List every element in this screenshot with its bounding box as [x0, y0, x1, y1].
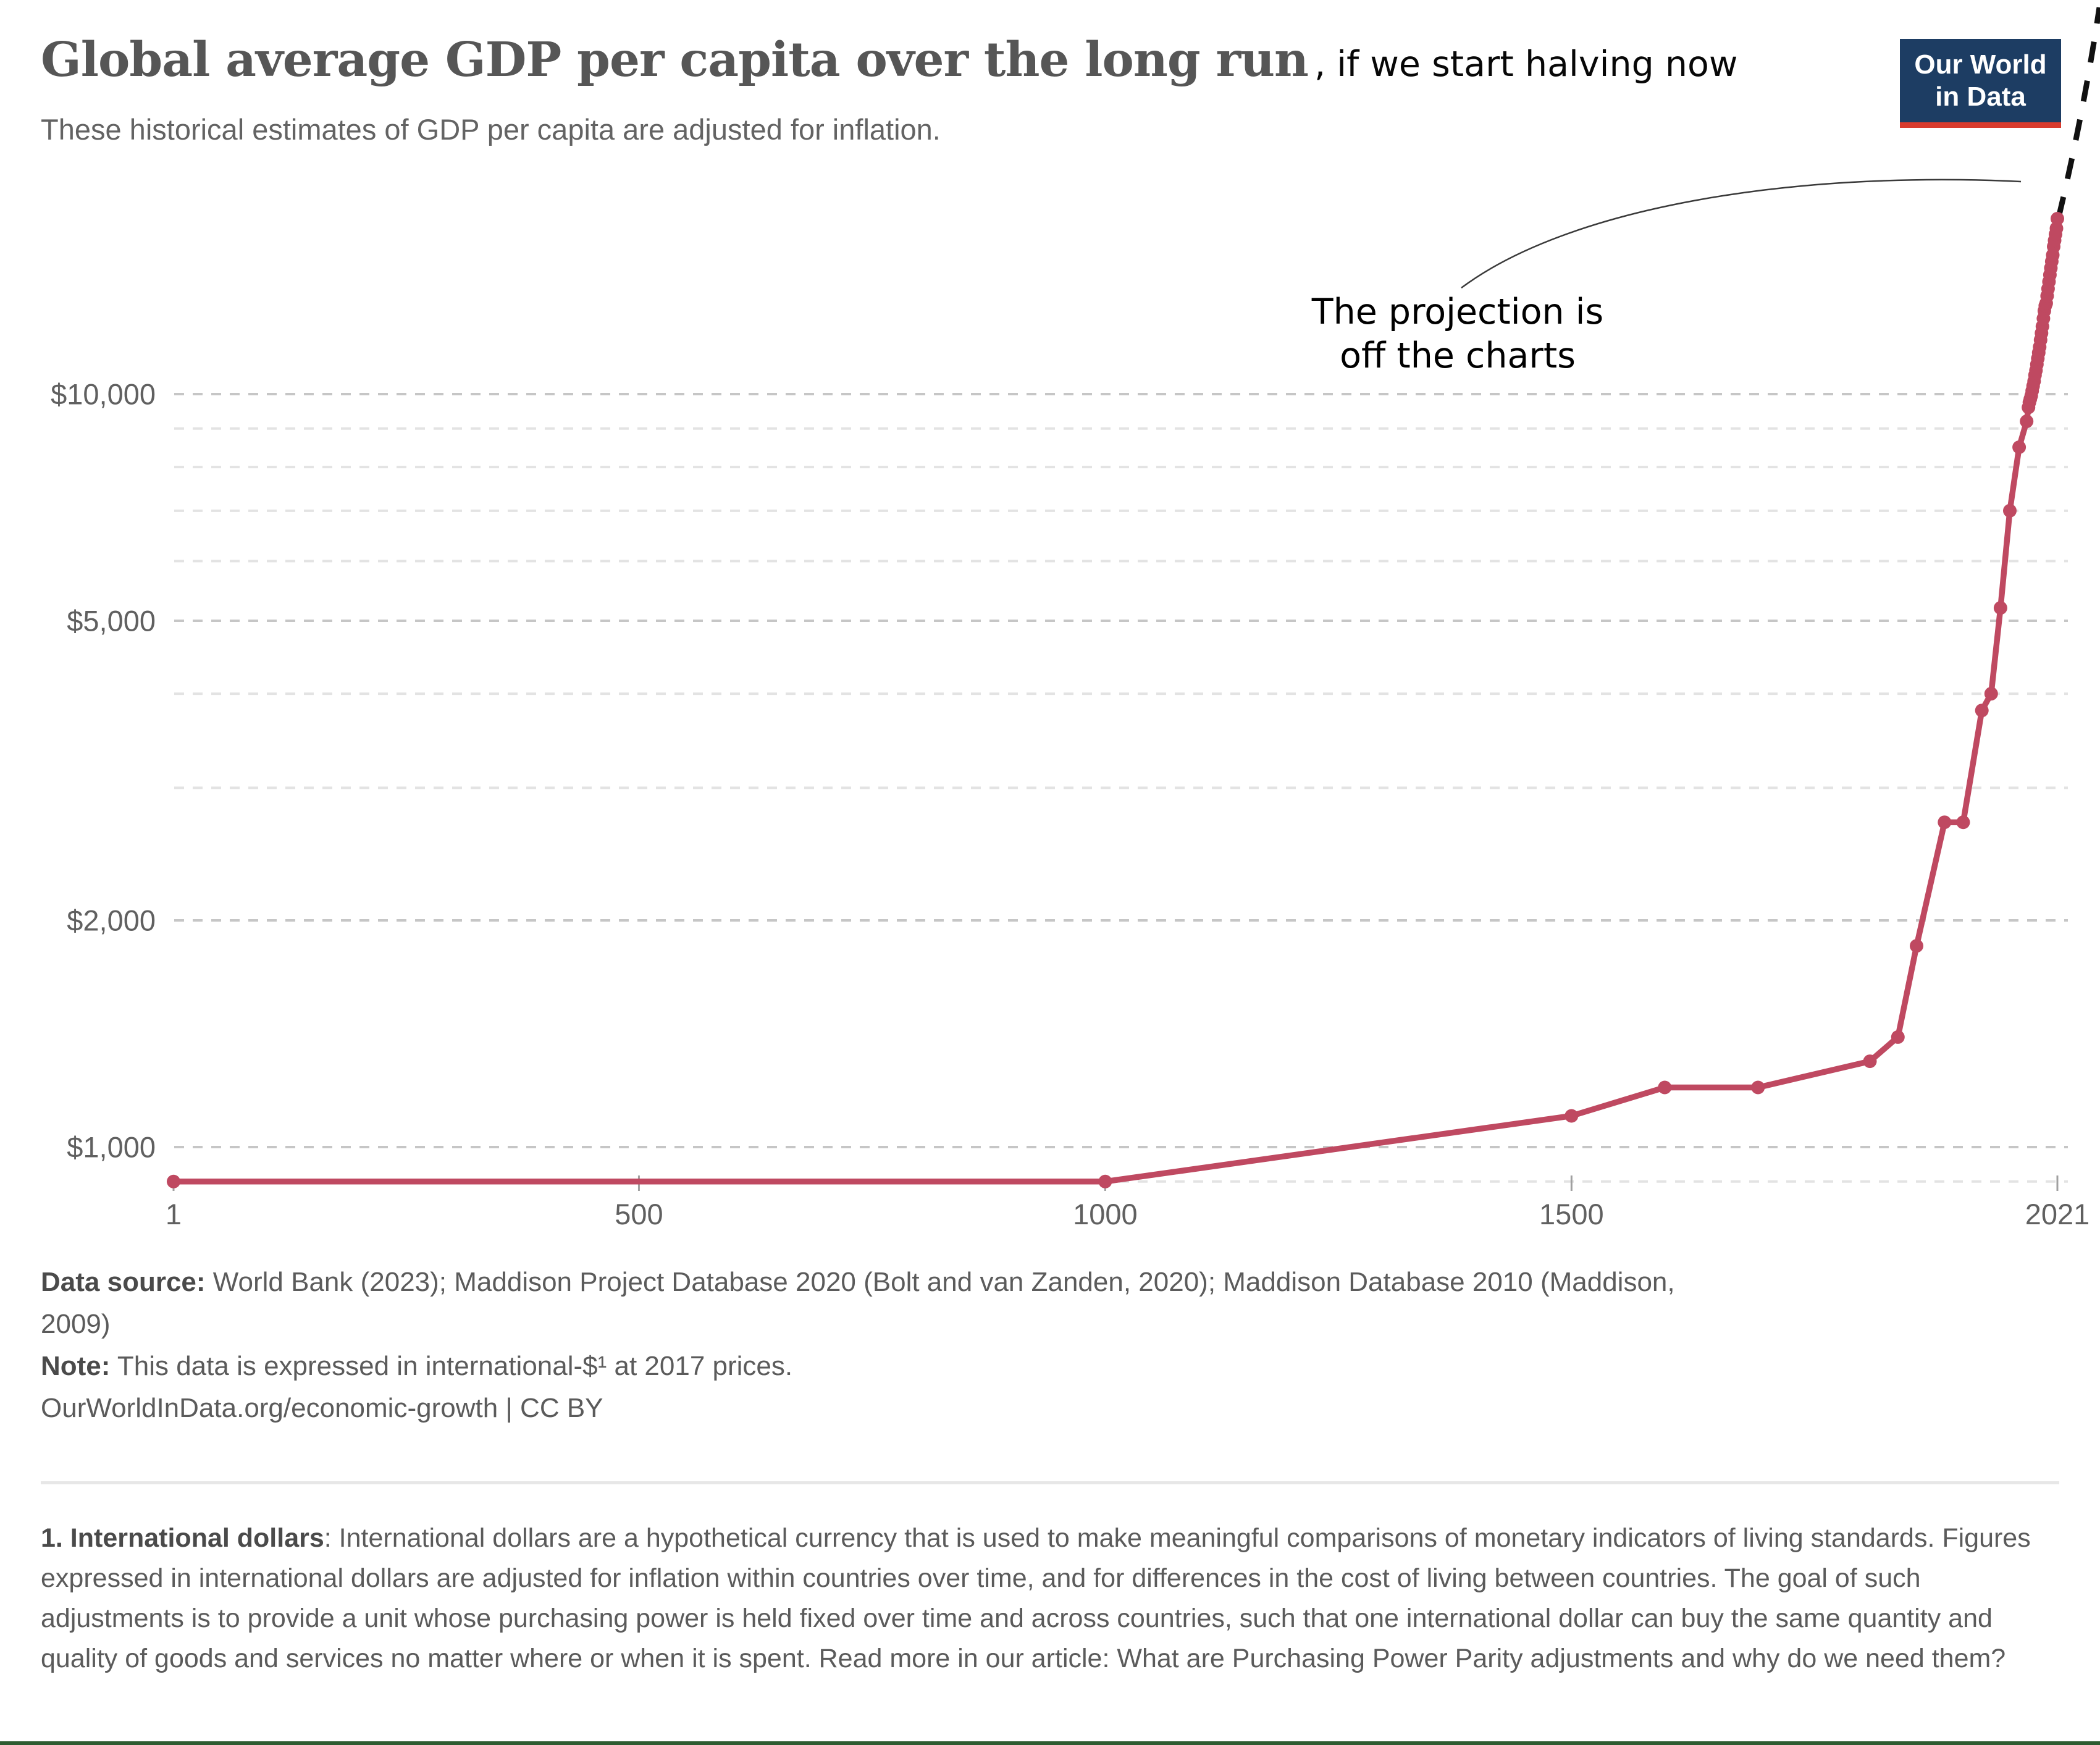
owid-logo-box: Our World in Data [1900, 39, 2061, 122]
data-series-line[interactable] [167, 212, 2064, 1188]
page-title: Global average GDP per capita over the l… [41, 32, 1738, 88]
annotation-line2: off the charts [1340, 335, 1576, 376]
y-tick-label-2000: $2,000 [67, 904, 156, 937]
bottom-edge-line [0, 1741, 2100, 1745]
x-tick-label-1000: 1000 [1073, 1198, 1138, 1230]
data-point-1940[interactable] [1975, 704, 1989, 718]
datasource-label: Data source: [41, 1267, 206, 1297]
chart-title-suffix: , if we start halving now [1314, 44, 1738, 85]
data-point-1000[interactable] [1098, 1174, 1112, 1188]
y-tick-label-5000: $5,000 [67, 604, 156, 637]
x-tick-label-2021: 2021 [2025, 1198, 2090, 1230]
x-tick-label-1500: 1500 [1539, 1198, 1604, 1230]
y-tick-label-1000: $1,000 [67, 1130, 156, 1164]
chart-subtitle: These historical estimates of GDP per ca… [41, 113, 941, 146]
gridlines-group [174, 393, 2068, 1183]
note-label: Note: [41, 1351, 111, 1381]
data-point-1950[interactable] [1984, 687, 1998, 701]
x-tick-label-1: 1 [165, 1198, 182, 1230]
owid-logo-line1: Our World [1914, 49, 2047, 80]
data-point-1970[interactable] [2003, 503, 2017, 518]
footnote-text: 1. International dollars: International … [41, 1518, 2065, 1679]
gdp-line[interactable] [174, 218, 2060, 1185]
owid-logo-line2: in Data [1935, 81, 2026, 112]
note-text: This data is expressed in international-… [110, 1351, 793, 1381]
data-point-1980[interactable] [2012, 440, 2026, 454]
owid-url-text[interactable]: OurWorldInData.org/economic-growth | CC … [41, 1393, 603, 1423]
annotation-line1: The projection is [1311, 292, 1604, 332]
owid-logo: Our World in Data [1900, 39, 2061, 128]
footer-source-block: Data source: World Bank (2023); Maddison… [41, 1261, 1675, 1429]
chart-title: Global average GDP per capita over the l… [41, 32, 1309, 88]
projection-dashed-line [2056, 7, 2100, 219]
data-point-1[interactable] [167, 1174, 180, 1188]
annotation-pointer-curve [1461, 179, 2022, 289]
data-point-1960[interactable] [1993, 601, 2007, 615]
data-point-1870[interactable] [1910, 939, 1923, 953]
x-tick-label-500: 500 [615, 1198, 663, 1230]
data-point-1850[interactable] [1891, 1030, 1905, 1044]
data-point-1600[interactable] [1658, 1080, 1672, 1095]
data-point-1988[interactable] [2020, 414, 2034, 429]
y-tick-label-10000: $10,000 [51, 377, 156, 411]
data-point-2021[interactable] [2051, 212, 2064, 225]
footnote-lead: 1. International dollars [41, 1523, 324, 1553]
datasource-text: World Bank (2023); Maddison Project Data… [205, 1267, 1675, 1297]
footer-line-2009: 2009) [41, 1303, 1675, 1345]
footnote-divider [41, 1481, 2059, 1484]
data-point-1500[interactable] [1564, 1109, 1579, 1123]
footer-line-note: Note: This data is expressed in internat… [41, 1345, 1675, 1387]
data-point-1820[interactable] [1863, 1054, 1877, 1069]
footnote-body: : International dollars are a hypothetic… [41, 1523, 2031, 1673]
footer-line-datasource: Data source: World Bank (2023); Maddison… [41, 1261, 1675, 1303]
data-point-1900[interactable] [1938, 815, 1952, 830]
data-point-1920[interactable] [1956, 815, 1970, 830]
datasource-text-cont: 2009) [41, 1309, 111, 1339]
data-point-1700[interactable] [1751, 1080, 1765, 1095]
footer-line-url[interactable]: OurWorldInData.org/economic-growth | CC … [41, 1387, 1675, 1429]
owid-logo-red-bar [1900, 122, 2061, 128]
annotation-text: The projection is off the charts [1260, 290, 1655, 378]
